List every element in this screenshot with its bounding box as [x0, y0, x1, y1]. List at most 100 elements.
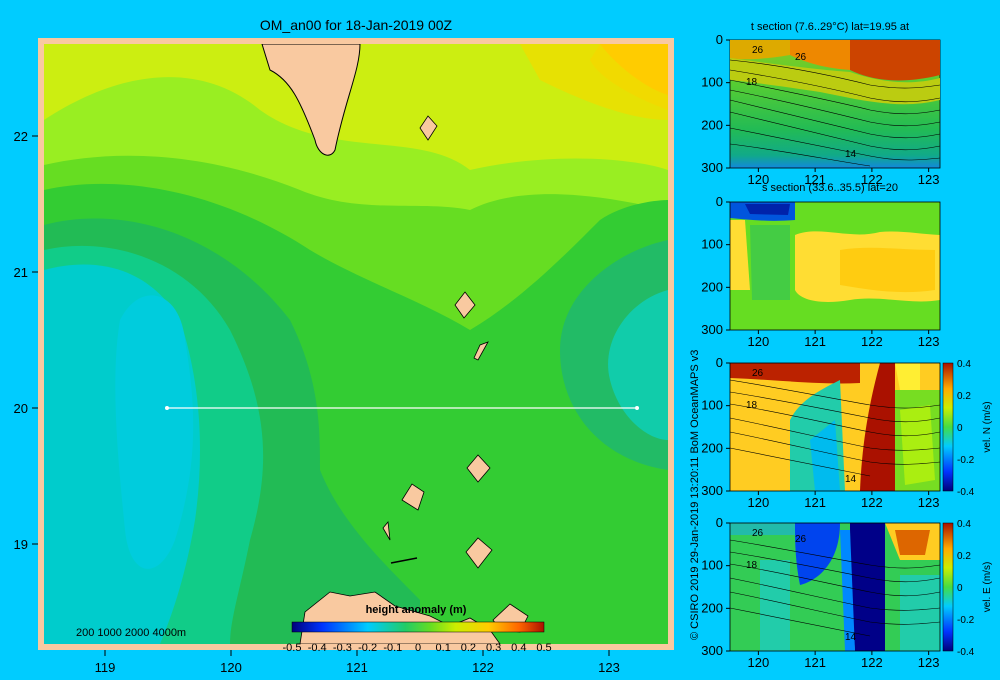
section-y-tick-label: 100 — [701, 398, 723, 413]
section-x-tick-label: 120 — [748, 655, 770, 670]
map-y-tick-label: 21 — [14, 265, 28, 280]
velocity-colorbar-tick-label: -0.2 — [957, 615, 975, 626]
contour-label: 26 — [795, 52, 807, 63]
section-y-tick-label: 200 — [701, 440, 723, 455]
contour-label: 18 — [746, 560, 758, 571]
section-y-tick-label: 300 — [701, 322, 723, 337]
section-y-tick-label: 0 — [716, 32, 723, 47]
contour-band-high2 — [520, 44, 668, 120]
map-colorbar: height anomaly (m) -0.5 -0.4 -0.3 -0.2 -0.1 0… — [283, 604, 552, 654]
section-y-tick-label: 0 — [716, 515, 723, 530]
contour-label: 26 — [795, 534, 807, 545]
colorbar-tick-label: 0.5 — [536, 642, 551, 654]
map-x-tick-label: 122 — [472, 660, 494, 675]
section-x-tick-label: 120 — [748, 334, 770, 349]
section-y-tick-label: 300 — [701, 483, 723, 498]
contour-label: 14 — [845, 474, 857, 485]
section-x-tick-label: 121 — [804, 172, 826, 187]
contour-label: 18 — [746, 400, 758, 411]
velocity-colorbar-tick-label: 0 — [957, 423, 963, 434]
temp-section-title: t section (7.6..29°C) lat=19.95 at — [751, 21, 909, 33]
section-y-tick-label: 300 — [701, 643, 723, 658]
vel-e-section-panel: 26 26 18 14 120 121 122 123 0 100 200 300 0.4 0.… — [701, 515, 993, 670]
section-x-tick-label: 123 — [918, 334, 940, 349]
vel-n-colorbar-label: vel. N (m/s) — [982, 401, 993, 452]
velocity-colorbar-tick-label: -0.4 — [957, 647, 975, 658]
map-y-tick-label: 20 — [14, 401, 28, 416]
contour-band-6 — [115, 295, 194, 569]
vel-e-colorbar — [942, 522, 954, 652]
section-x-tick-label: 122 — [861, 495, 883, 510]
contour-label: 14 — [845, 632, 857, 643]
island-5 — [401, 483, 425, 511]
section-y-tick-label: 0 — [716, 355, 723, 370]
colorbar-tick-label: 0.3 — [486, 642, 501, 654]
colorbar-tick-label: -0.2 — [358, 642, 377, 654]
vel-e-colorbar-label: vel. E (m/s) — [982, 562, 993, 613]
velocity-colorbar-tick-label: 0.2 — [957, 551, 971, 562]
colorbar-tick-label: -0.3 — [333, 642, 352, 654]
map-x-tick-label: 123 — [598, 660, 620, 675]
section-y-tick-label: 100 — [701, 75, 723, 90]
velocity-colorbar-tick-label: -0.4 — [957, 487, 975, 498]
colorbar-tick-label: -0.5 — [283, 642, 302, 654]
velocity-colorbar-tick-label: 0.4 — [957, 519, 971, 530]
section-x-tick-label: 123 — [918, 172, 940, 187]
island-7 — [465, 537, 493, 569]
velocity-colorbar-tick-label: 0.2 — [957, 391, 971, 402]
credit-text: © CSIRO 2019 29-Jan-2019 13:20:11 BoM Oc… — [689, 350, 701, 640]
section-y-tick-label: 200 — [701, 600, 723, 615]
map-x-axis: 119 120 121 122 123 — [95, 650, 620, 675]
section-x-tick-label: 122 — [861, 655, 883, 670]
contour-label: 18 — [746, 77, 758, 88]
section-y-tick-label: 200 — [701, 279, 723, 294]
section-end-marker — [635, 406, 639, 410]
velocity-colorbar-tick-label: 0 — [957, 583, 963, 594]
island-4 — [466, 454, 491, 483]
colorbar-tick-label: 0.2 — [461, 642, 476, 654]
section-x-tick-label: 121 — [804, 495, 826, 510]
colorbar-tick-label: -0.4 — [308, 642, 327, 654]
map-title: OM_an00 for 18-Jan-2019 00Z — [260, 17, 453, 33]
section-x-tick-label: 120 — [748, 495, 770, 510]
section-y-tick-label: 300 — [701, 160, 723, 175]
section-x-tick-label: 121 — [804, 655, 826, 670]
colorbar-title: height anomaly (m) — [366, 604, 467, 616]
colorbar-tick-label: -0.1 — [383, 642, 402, 654]
section-y-tick-label: 0 — [716, 194, 723, 209]
contour-band-4b — [608, 290, 668, 440]
vel-n-colorbar — [942, 362, 954, 492]
contour-label: 26 — [752, 528, 764, 539]
map-y-axis: 22 21 20 19 — [14, 129, 38, 552]
section-x-tick-label: 120 — [748, 172, 770, 187]
velocity-colorbar-tick-label: -0.2 — [957, 455, 975, 466]
map-y-tick-label: 19 — [14, 537, 28, 552]
salinity-section-title: s section (33.6..35.5) lat=20 — [762, 182, 898, 194]
section-y-tick-label: 100 — [701, 558, 723, 573]
colorbar-tick-label: 0.4 — [511, 642, 526, 654]
contour-label: 14 — [845, 149, 857, 160]
contour-label: 26 — [752, 368, 764, 379]
island-3 — [473, 341, 489, 361]
taiwan-land — [261, 44, 361, 156]
island-6 — [382, 521, 391, 541]
velocity-colorbar-tick-label: 0.4 — [957, 359, 971, 370]
section-x-tick-label: 123 — [918, 655, 940, 670]
colorbar-gradient — [291, 621, 545, 633]
section-y-tick-label: 100 — [701, 237, 723, 252]
island-2 — [454, 291, 476, 319]
salinity-section-panel: s section (33.6..35.5) lat=20 120 121 122 1… — [701, 182, 941, 349]
contour-label: 26 — [752, 45, 764, 56]
map-x-tick-label: 120 — [220, 660, 242, 675]
section-x-tick-label: 122 — [861, 334, 883, 349]
map-x-tick-label: 119 — [95, 660, 116, 675]
depth-legend: 200 1000 2000 4000m — [76, 627, 186, 639]
section-y-tick-label: 200 — [701, 117, 723, 132]
map-y-tick-label: 22 — [14, 129, 28, 144]
island-1 — [419, 115, 438, 141]
vel-n-section-panel: 26 18 14 120 121 122 123 0 100 200 300 0.4 0.2 0 -… — [701, 355, 993, 510]
colorbar-tick-label: 0.1 — [436, 642, 451, 654]
temp-section-panel: t section (7.6..29°C) lat=19.95 at 26 26… — [701, 21, 941, 187]
section-x-tick-label: 123 — [918, 495, 940, 510]
